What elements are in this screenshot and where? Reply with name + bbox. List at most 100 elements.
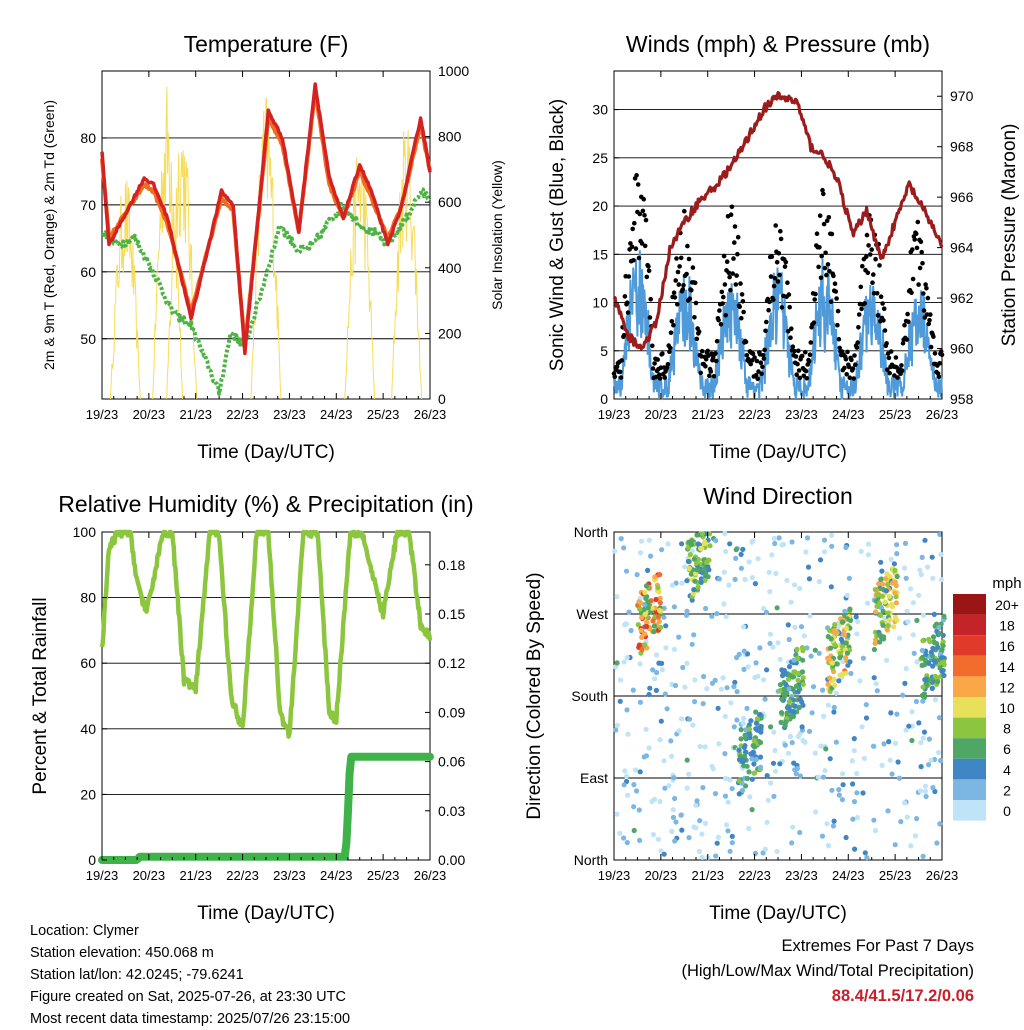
gust-point [859, 306, 864, 312]
direction-point [652, 676, 658, 682]
solar-insolation-line [166, 150, 198, 400]
direction-point [825, 681, 831, 687]
direction-point [930, 575, 936, 581]
gust-point [821, 191, 826, 197]
gust-point [893, 355, 899, 360]
direction-point [821, 537, 828, 543]
direction-point [770, 760, 777, 766]
direction-point [723, 613, 729, 620]
direction-point [661, 851, 667, 857]
direction-point [843, 625, 850, 631]
legend-label: 8 [1003, 721, 1011, 737]
direction-point [692, 699, 698, 705]
legend-swatch [953, 758, 986, 780]
gust-point [924, 286, 929, 291]
gust-point [923, 282, 928, 287]
gust-point [783, 259, 789, 265]
direction-point [829, 660, 835, 666]
direction-point [779, 696, 785, 702]
gust-point [769, 254, 775, 259]
direction-point [680, 664, 686, 671]
direction-point [870, 743, 877, 749]
gust-point [824, 272, 829, 278]
direction-point [889, 771, 895, 777]
direction-point [702, 577, 708, 583]
gust-point [648, 296, 653, 302]
direction-point [659, 547, 665, 553]
direction-point [669, 828, 675, 834]
gust-point [760, 364, 765, 370]
x-tick-label: 24/23 [832, 868, 865, 883]
direction-point [768, 780, 774, 786]
gust-point [678, 255, 684, 261]
direction-point [715, 705, 721, 711]
gust-point [739, 292, 745, 297]
gust-point [899, 363, 904, 368]
direction-point [746, 726, 753, 732]
direction-point [691, 587, 697, 593]
direction-point [696, 848, 703, 855]
direction-point [635, 622, 641, 628]
direction-point [829, 787, 835, 793]
gust-point [657, 376, 663, 381]
gust-point [652, 361, 657, 366]
gust-point [836, 336, 842, 342]
direction-point [873, 681, 879, 687]
direction-point [929, 685, 935, 692]
gust-point [819, 253, 824, 259]
gust-point [803, 349, 808, 355]
direction-point [639, 634, 645, 641]
direction-point [651, 623, 658, 629]
direction-point [938, 757, 944, 764]
temperature-ylabel-right: Solar Insolation (Yellow) [489, 160, 505, 310]
direction-point [816, 650, 822, 656]
direction-point [930, 785, 936, 791]
direction-point [709, 763, 715, 770]
direction-point [887, 757, 893, 763]
gust-point [899, 368, 905, 373]
direction-point [941, 672, 947, 679]
direction-point [918, 572, 924, 578]
gust-point [739, 315, 744, 321]
gust-point [843, 356, 849, 362]
direction-point [916, 720, 922, 726]
direction-point [634, 572, 640, 578]
extremes-values: 88.4/41.5/17.2/0.06 [831, 987, 974, 1005]
gust-point [722, 282, 728, 287]
direction-point [655, 614, 662, 620]
direction-point [622, 622, 628, 628]
gust-point [888, 349, 894, 354]
direction-point [688, 571, 694, 577]
direction-point [671, 604, 678, 610]
direction-point [815, 774, 822, 780]
gust-point [644, 274, 650, 280]
direction-point [742, 732, 748, 738]
gust-point [926, 321, 931, 327]
gust-point [920, 261, 925, 266]
direction-point [882, 615, 888, 621]
gust-point [612, 374, 618, 380]
gust-point [792, 348, 797, 354]
gust-point [799, 353, 805, 359]
direction-point [935, 679, 941, 685]
direction-point [851, 748, 857, 754]
gust-point [681, 283, 686, 288]
direction-point [920, 698, 926, 704]
y-tick-label: North [574, 852, 608, 868]
gust-point [618, 375, 624, 380]
gust-point [665, 362, 671, 367]
direction-point [702, 744, 708, 750]
legend-swatch [953, 738, 986, 759]
gust-point [740, 299, 746, 304]
direction-point [927, 677, 933, 683]
direction-point [622, 768, 628, 774]
direction-point [791, 582, 798, 588]
y-tick-label: 15 [592, 246, 608, 262]
gust-point [671, 322, 676, 328]
y-tick-label: 30 [592, 102, 608, 118]
gust-point [795, 361, 800, 367]
direction-point [751, 738, 757, 744]
direction-point [621, 782, 627, 788]
direction-point [749, 756, 755, 762]
y-tick-label: 20 [592, 198, 608, 214]
